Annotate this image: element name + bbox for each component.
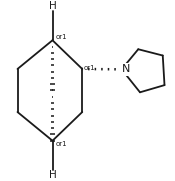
Text: N: N [122,64,130,74]
Text: or1: or1 [55,34,67,40]
Text: H: H [49,170,56,180]
Text: or1: or1 [84,65,96,71]
Text: or1: or1 [55,141,67,147]
Text: H: H [49,1,56,11]
